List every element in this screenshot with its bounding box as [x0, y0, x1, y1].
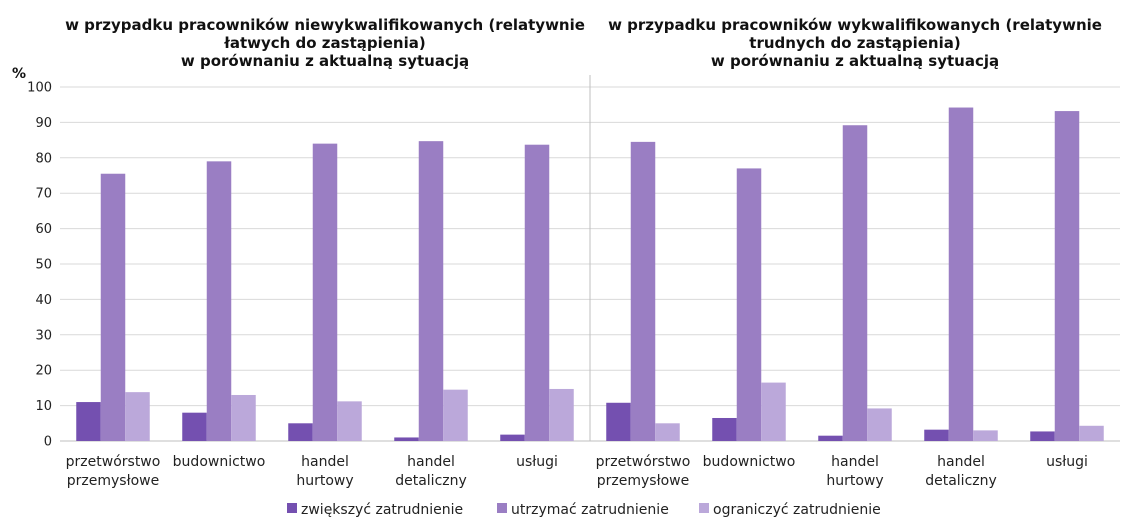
panel-2-title-line-3: w porównaniu z aktualną sytuacją [711, 52, 999, 70]
y-tick-label: 50 [35, 258, 52, 273]
bar-panel-2-zwiększyć [924, 429, 949, 441]
bar-panel-2-ograniczyć [867, 408, 892, 441]
x-category-label: handel [407, 454, 455, 470]
bar-panel-2-utrzymać [948, 107, 974, 442]
bar-panel-1-zwiększyć [182, 412, 207, 441]
legend-swatch-3 [699, 503, 709, 513]
x-category-label: detaliczny [925, 473, 997, 489]
bar-panel-2-ograniczyć [655, 423, 680, 441]
y-tick-label: 60 [35, 222, 52, 237]
y-tick-label: 10 [35, 399, 52, 414]
y-unit-label: % [12, 66, 26, 82]
bar-panel-1-zwiększyć [76, 402, 101, 441]
bar-panel-1-ograniczyć [125, 392, 150, 441]
y-tick-label: 0 [44, 435, 52, 450]
bar-panel-2-utrzymać [630, 141, 656, 441]
x-category-label: przemysłowe [67, 473, 159, 489]
bar-panel-2-ograniczyć [973, 430, 998, 441]
x-category-label: hurtowy [826, 473, 883, 489]
bar-panel-2-ograniczyć [1079, 425, 1104, 441]
y-tick-label: 100 [27, 81, 52, 96]
panel-1-title-line-2: łatwych do zastąpienia) [223, 34, 425, 52]
bar-panel-1-zwiększyć [394, 437, 419, 441]
x-category-label: usługi [516, 454, 558, 470]
bar-panel-2-ograniczyć [761, 382, 786, 441]
x-category-label: przetwórstwo [596, 454, 691, 470]
legend-label-3: ograniczyć zatrudnienie [713, 502, 881, 518]
bar-panel-1-utrzymać [524, 144, 550, 441]
panel-2-title-line-2: trudnych do zastąpienia) [749, 34, 960, 52]
y-tick-label: 30 [35, 328, 52, 343]
x-category-label: budownictwo [173, 454, 266, 470]
bar-panel-1-ograniczyć [231, 394, 256, 441]
bar-panel-1-zwiększyć [500, 434, 525, 441]
y-tick-label: 20 [35, 364, 52, 379]
bar-panel-1-utrzymać [312, 143, 338, 441]
bar-panel-1-utrzymać [100, 173, 126, 442]
bar-panel-2-zwiększyć [712, 417, 737, 441]
legend-label-1: zwiększyć zatrudnienie [301, 502, 463, 518]
bar-panel-2-zwiększyć [606, 402, 631, 441]
bar-panel-2-utrzymać [842, 125, 868, 442]
x-category-label: przemysłowe [597, 473, 689, 489]
bar-panel-1-ograniczyć [443, 389, 468, 441]
y-tick-label: 80 [35, 151, 52, 166]
legend-label-2: utrzymać zatrudnienie [511, 502, 669, 518]
x-category-label: handel [301, 454, 349, 470]
x-category-label: handel [937, 454, 985, 470]
bar-panel-2-utrzymać [736, 168, 762, 442]
bar-panel-1-zwiększyć [288, 423, 313, 441]
x-category-label: przetwórstwo [66, 454, 161, 470]
y-tick-label: 40 [35, 293, 52, 308]
bar-panel-2-zwiększyć [818, 435, 843, 441]
legend-swatch-2 [497, 503, 507, 513]
x-category-label: usługi [1046, 454, 1088, 470]
bar-panel-2-zwiększyć [1030, 431, 1055, 441]
panel-2-title-line-1: w przypadku pracowników wykwalifikowanyc… [608, 16, 1102, 34]
y-tick-label: 70 [35, 187, 52, 202]
bar-panel-1-utrzymać [206, 161, 232, 441]
x-category-label: detaliczny [395, 473, 467, 489]
bar-panel-1-ograniczyć [337, 401, 362, 441]
x-category-label: hurtowy [296, 473, 353, 489]
x-category-label: handel [831, 454, 879, 470]
legend-swatch-1 [287, 503, 297, 513]
x-category-label: budownictwo [703, 454, 796, 470]
bar-panel-2-utrzymać [1054, 111, 1080, 442]
panel-1-title-line-3: w porównaniu z aktualną sytuacją [181, 52, 469, 70]
bar-panel-1-ograniczyć [549, 388, 574, 441]
panel-1-title-line-1: w przypadku pracowników niewykwalifikowa… [65, 16, 585, 34]
bar-panel-1-utrzymać [418, 141, 444, 442]
y-tick-label: 90 [35, 116, 52, 131]
